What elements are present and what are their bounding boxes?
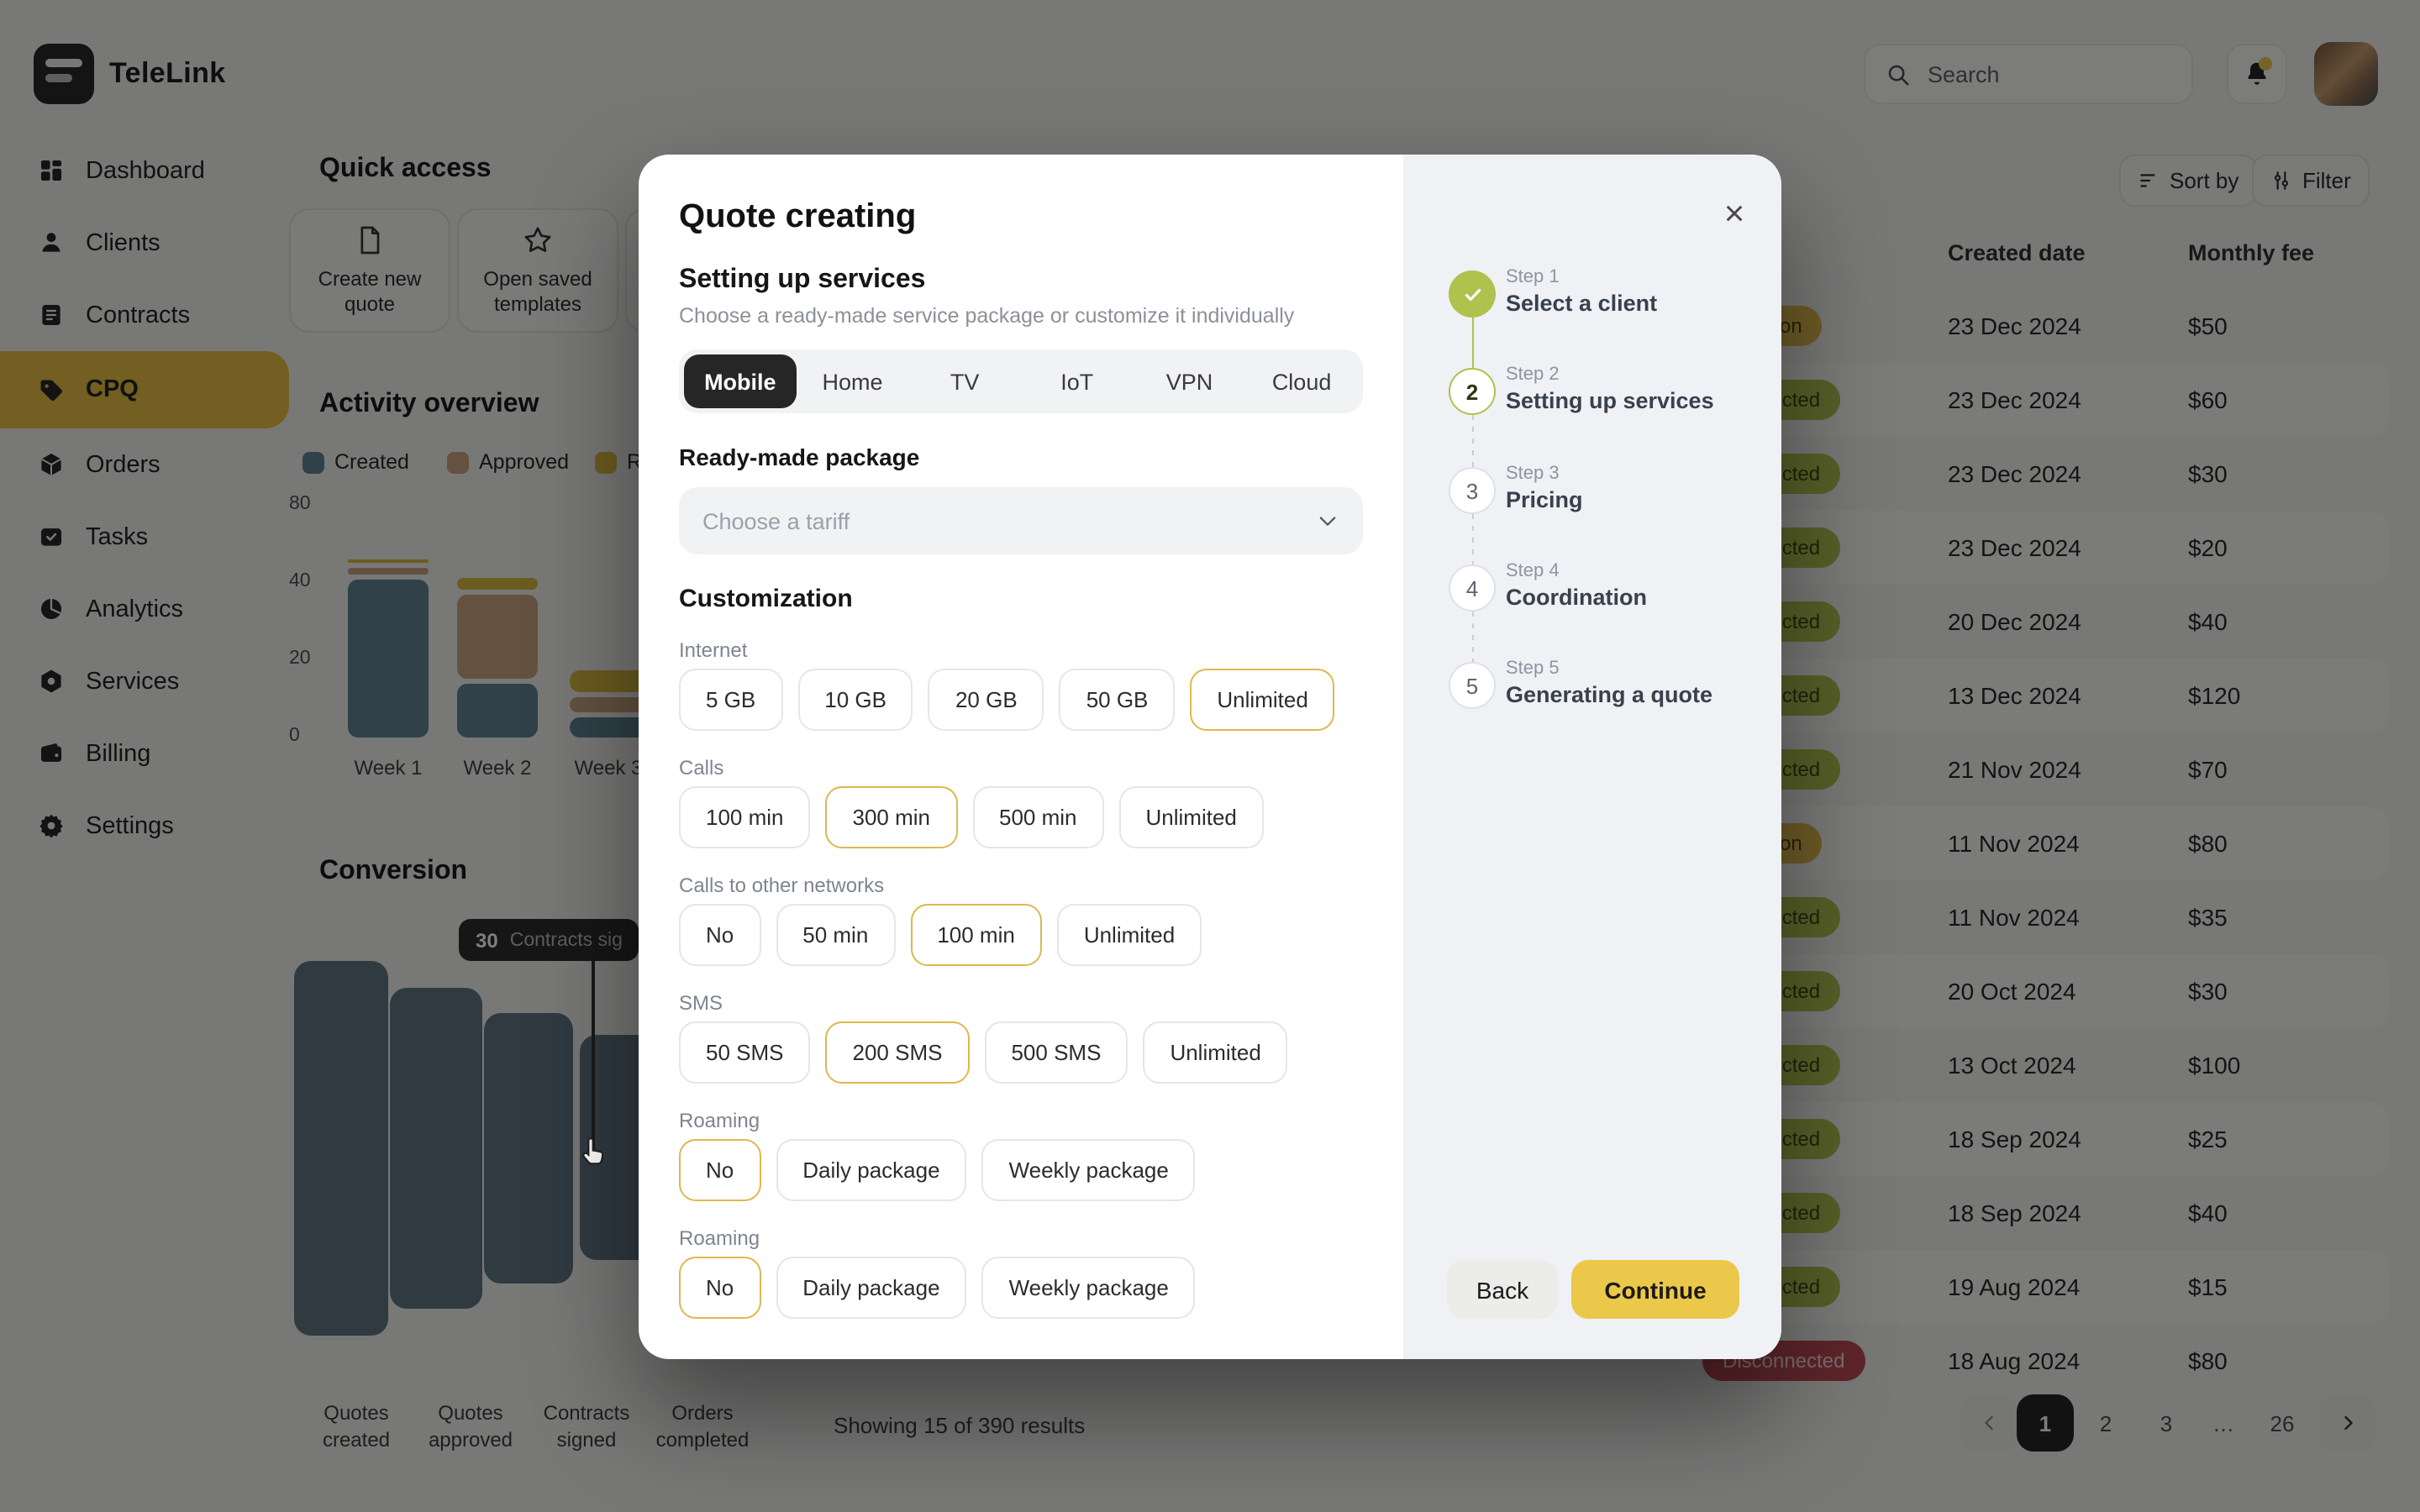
step-connector-1 xyxy=(1471,318,1474,368)
back-button[interactable]: Back xyxy=(1447,1260,1558,1319)
step-title: Coordination xyxy=(1506,585,1647,610)
section-title: Setting up services xyxy=(679,265,926,294)
group-label-sms: SMS xyxy=(679,991,723,1015)
option-no-other-calls[interactable]: No xyxy=(679,904,761,966)
section-subtitle: Choose a ready-made service package or c… xyxy=(679,304,1295,328)
option-500sms[interactable]: 500 SMS xyxy=(984,1021,1128,1084)
close-button[interactable]: × xyxy=(1723,195,1745,234)
tab-vpn[interactable]: VPN xyxy=(1165,369,1213,394)
option-calls-unlimited[interactable]: Unlimited xyxy=(1118,786,1264,848)
option-roaming1-weekly[interactable]: Weekly package xyxy=(981,1139,1196,1201)
check-icon xyxy=(1464,287,1481,301)
tab-home[interactable]: Home xyxy=(822,369,883,394)
option-20gb[interactable]: 20 GB xyxy=(928,669,1044,731)
step-title: Select a client xyxy=(1506,291,1658,316)
option-500min[interactable]: 500 min xyxy=(972,786,1104,848)
step-5-circle: 5 xyxy=(1449,662,1496,709)
step-label: Step 1 xyxy=(1506,267,1560,287)
roaming-2-options: No Daily package Weekly package xyxy=(679,1257,1196,1319)
option-roaming2-daily[interactable]: Daily package xyxy=(776,1257,967,1319)
tariff-placeholder: Choose a tariff xyxy=(702,508,850,533)
internet-options: 5 GB 10 GB 20 GB 50 GB Unlimited xyxy=(679,669,1335,731)
option-roaming1-no[interactable]: No xyxy=(679,1139,761,1201)
group-label-internet: Internet xyxy=(679,638,748,662)
step-label: Step 2 xyxy=(1506,365,1560,385)
option-sms-unlimited[interactable]: Unlimited xyxy=(1143,1021,1288,1084)
option-100min-other[interactable]: 100 min xyxy=(910,904,1042,966)
group-label-roaming-1: Roaming xyxy=(679,1109,760,1132)
option-roaming1-daily[interactable]: Daily package xyxy=(776,1139,967,1201)
step-connector-2 xyxy=(1471,415,1474,467)
calls-options: 100 min 300 min 500 min Unlimited xyxy=(679,786,1264,848)
tariff-select[interactable]: Choose a tariff xyxy=(679,487,1363,554)
group-label-roaming-2: Roaming xyxy=(679,1226,760,1250)
option-300min[interactable]: 300 min xyxy=(825,786,957,848)
option-50gb[interactable]: 50 GB xyxy=(1059,669,1176,731)
option-50min-other[interactable]: 50 min xyxy=(776,904,896,966)
roaming-1-options: No Daily package Weekly package xyxy=(679,1139,1196,1201)
option-roaming2-no[interactable]: No xyxy=(679,1257,761,1319)
tab-iot[interactable]: IoT xyxy=(1060,369,1094,394)
step-title: Generating a quote xyxy=(1506,682,1713,707)
continue-button[interactable]: Continue xyxy=(1571,1260,1739,1319)
step-connector-4 xyxy=(1471,612,1474,662)
group-label-calls: Calls xyxy=(679,756,724,780)
customization-label: Customization xyxy=(679,585,853,613)
step-4-circle: 4 xyxy=(1449,564,1496,612)
other-networks-options: No 50 min 100 min Unlimited xyxy=(679,904,1202,966)
chevron-down-icon xyxy=(1319,517,1336,526)
step-title: Pricing xyxy=(1506,487,1583,512)
option-5gb[interactable]: 5 GB xyxy=(679,669,783,731)
step-label: Step 4 xyxy=(1506,561,1560,581)
sms-options: 50 SMS 200 SMS 500 SMS Unlimited xyxy=(679,1021,1288,1084)
step-label: Step 3 xyxy=(1506,464,1560,484)
step-title: Setting up services xyxy=(1506,388,1714,413)
option-100min[interactable]: 100 min xyxy=(679,786,811,848)
option-50sms[interactable]: 50 SMS xyxy=(679,1021,811,1084)
wizard-steps-panel: × Step 1 Select a client 2 Step 2 Setting … xyxy=(1403,155,1781,1359)
ready-made-package-label: Ready-made package xyxy=(679,444,920,470)
step-3-circle: 3 xyxy=(1449,467,1496,514)
step-connector-3 xyxy=(1471,514,1474,564)
option-roaming2-weekly[interactable]: Weekly package xyxy=(981,1257,1196,1319)
option-200sms[interactable]: 200 SMS xyxy=(825,1021,970,1084)
option-other-unlimited[interactable]: Unlimited xyxy=(1056,904,1202,966)
step-2-circle: 2 xyxy=(1449,368,1496,415)
quote-creating-modal: Quote creating Setting up services Choos… xyxy=(639,155,1781,1359)
cursor-pointer-icon xyxy=(582,1137,604,1165)
service-type-tabs: Mobile Home TV IoT VPN Cloud xyxy=(679,349,1363,413)
option-internet-unlimited[interactable]: Unlimited xyxy=(1190,669,1335,731)
tab-tv[interactable]: TV xyxy=(950,369,980,394)
group-label-other-networks: Calls to other networks xyxy=(679,874,885,897)
option-10gb[interactable]: 10 GB xyxy=(797,669,913,731)
tab-mobile[interactable]: Mobile xyxy=(684,354,797,408)
modal-title: Quote creating xyxy=(679,198,917,235)
step-1-circle xyxy=(1449,270,1496,318)
tab-cloud[interactable]: Cloud xyxy=(1271,369,1332,394)
step-label: Step 5 xyxy=(1506,659,1560,679)
